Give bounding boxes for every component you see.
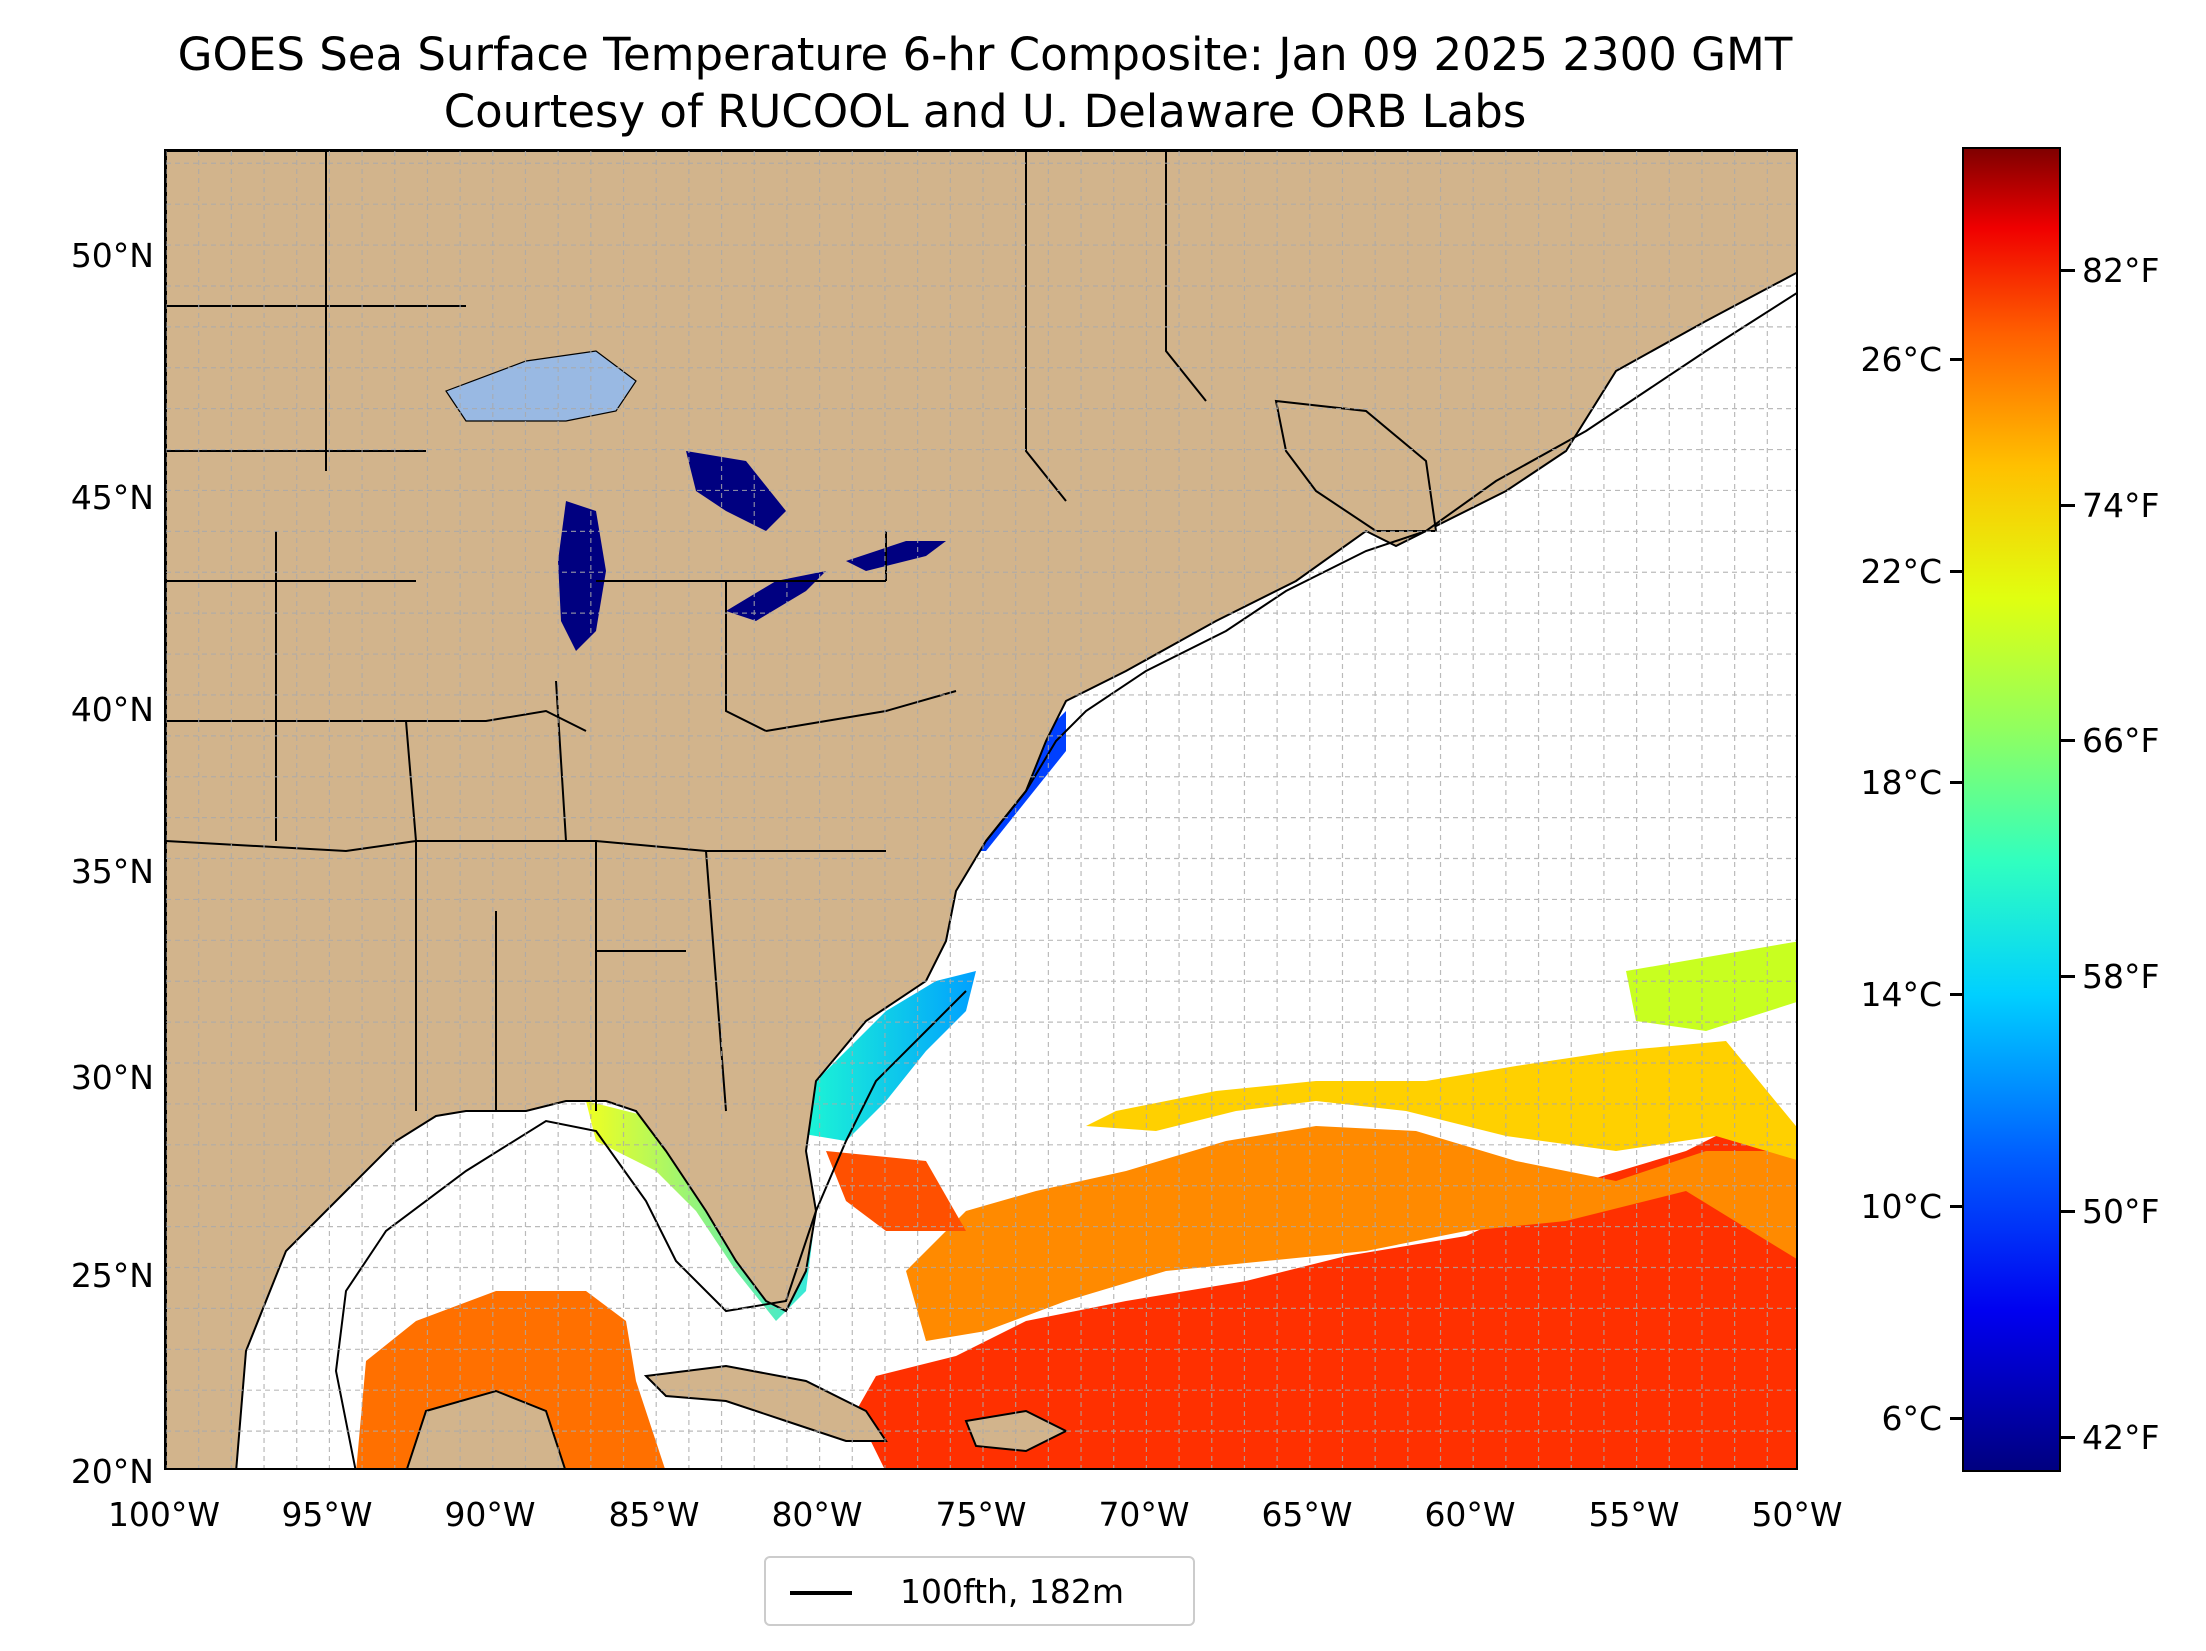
cb-tick-42f xyxy=(2061,1436,2075,1439)
lon-label-65w: 65°W xyxy=(1261,1495,1353,1534)
sst-se-coast xyxy=(786,971,976,1141)
lat-label-45n: 45°N xyxy=(70,478,154,517)
lon-label-70w: 70°W xyxy=(1098,1495,1190,1534)
cb-tick-14c xyxy=(1950,993,1964,996)
lon-label-50w: 50°W xyxy=(1751,1495,1843,1534)
legend-label: 100fth, 182m xyxy=(900,1572,1124,1611)
cb-label-74f: 74°F xyxy=(2082,486,2160,525)
state-borders xyxy=(166,151,1207,1112)
cb-label-26c: 26°C xyxy=(1860,340,1942,379)
map-panel[interactable] xyxy=(164,149,1798,1470)
sst-atlantic-orange xyxy=(906,1126,1796,1341)
cb-label-58f: 58°F xyxy=(2082,957,2160,996)
cb-tick-82f xyxy=(2061,269,2075,272)
lake-erie xyxy=(726,571,826,621)
cb-label-50f: 50°F xyxy=(2082,1192,2160,1231)
title-line-1: GOES Sea Surface Temperature 6-hr Compos… xyxy=(177,28,1793,81)
lat-label-35n: 35°N xyxy=(70,852,154,891)
cb-tick-26c xyxy=(1950,358,1964,361)
cb-label-14c: 14°C xyxy=(1860,975,1942,1014)
title-line-2: Courtesy of RUCOOL and U. Delaware ORB L… xyxy=(443,85,1527,138)
cb-label-42f: 42°F xyxy=(2082,1418,2160,1457)
lon-label-85w: 85°W xyxy=(608,1495,700,1534)
legend-line-swatch xyxy=(790,1591,852,1595)
lake-superior xyxy=(445,350,637,422)
legend-box: 100fth, 182m xyxy=(764,1556,1195,1626)
colorbar xyxy=(1962,147,2061,1472)
cb-label-66f: 66°F xyxy=(2082,721,2160,760)
land-maritimes xyxy=(1274,399,1438,532)
lon-label-90w: 90°W xyxy=(444,1495,536,1534)
lon-label-60w: 60°W xyxy=(1424,1495,1516,1534)
cb-label-18c: 18°C xyxy=(1860,763,1942,802)
land-cuba xyxy=(643,1364,888,1442)
lat-label-25n: 25°N xyxy=(70,1256,154,1295)
lat-label-20n: 20°N xyxy=(70,1452,154,1491)
lon-label-100w: 100°W xyxy=(107,1495,221,1534)
chart-title: GOES Sea Surface Temperature 6-hr Compos… xyxy=(0,26,1970,140)
lat-label-30n: 30°N xyxy=(70,1058,154,1097)
cb-tick-10c xyxy=(1950,1205,1964,1208)
sst-atlantic-green xyxy=(1626,941,1796,1031)
cb-tick-74f xyxy=(2061,504,2075,507)
lon-label-55w: 55°W xyxy=(1588,1495,1680,1534)
cb-tick-58f xyxy=(2061,975,2075,978)
cb-label-6c: 6°C xyxy=(1881,1399,1942,1438)
lon-label-95w: 95°W xyxy=(281,1495,373,1534)
cb-tick-18c xyxy=(1950,781,1964,784)
lat-label-50n: 50°N xyxy=(70,236,154,275)
cb-tick-6c xyxy=(1950,1417,1964,1420)
land-layer xyxy=(166,151,1796,1468)
cb-label-10c: 10°C xyxy=(1860,1187,1942,1226)
lon-label-75w: 75°W xyxy=(935,1495,1027,1534)
lat-lon-gridlines xyxy=(166,151,1796,1468)
cb-label-82f: 82°F xyxy=(2082,251,2160,290)
cb-tick-22c xyxy=(1950,570,1964,573)
cb-tick-50f xyxy=(2061,1210,2075,1213)
lake-ontario xyxy=(846,541,946,571)
map-canvas[interactable] xyxy=(166,151,1798,1470)
lon-label-80w: 80°W xyxy=(771,1495,863,1534)
cb-tick-66f xyxy=(2061,739,2075,742)
lat-label-40n: 40°N xyxy=(70,690,154,729)
sst-bahamas xyxy=(826,1151,966,1231)
cb-label-22c: 22°C xyxy=(1860,552,1942,591)
